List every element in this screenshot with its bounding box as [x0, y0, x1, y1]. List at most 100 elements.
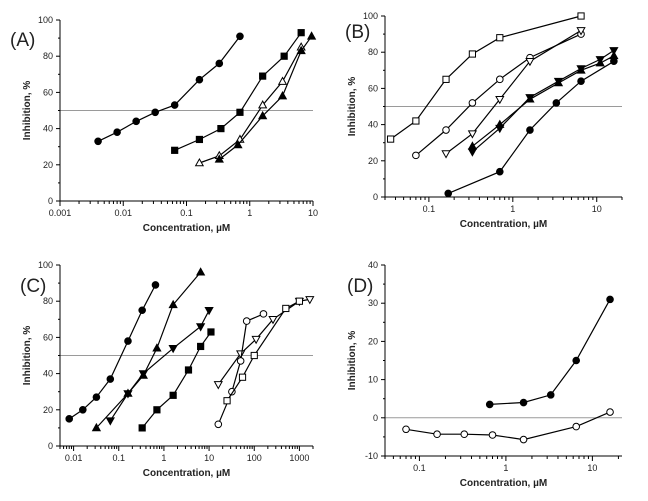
y-tick-label: 0 [48, 196, 53, 206]
y-tick-label: 80 [368, 47, 378, 57]
data-point [260, 311, 267, 318]
series-line [416, 34, 581, 155]
data-point [553, 100, 560, 107]
x-axis-title: Concentration, µM [143, 223, 230, 234]
data-point [243, 318, 250, 325]
data-point [93, 394, 100, 401]
panel-letter: (A) [10, 30, 35, 51]
data-point [573, 357, 580, 364]
data-point [224, 398, 230, 404]
data-point [171, 102, 178, 109]
data-point [607, 409, 614, 416]
data-point [578, 13, 584, 19]
series-line [175, 33, 302, 151]
data-point [172, 147, 178, 153]
series-6 [215, 311, 267, 428]
data-point [237, 33, 244, 40]
y-tick-label: 20 [368, 336, 378, 346]
data-point [497, 35, 503, 41]
series-4 [215, 32, 315, 162]
series-line [218, 314, 263, 424]
y-axis-title: Inhibition, % [22, 81, 33, 141]
x-tick-label: 0.001 [49, 208, 72, 218]
x-tick-label: 0.1 [112, 453, 125, 463]
data-point [607, 296, 614, 303]
data-point [611, 58, 618, 65]
data-point [66, 416, 73, 423]
series-1 [388, 13, 585, 142]
data-point [281, 53, 287, 59]
data-point [139, 307, 146, 314]
y-tick-label: 40 [43, 124, 53, 134]
data-point [486, 401, 493, 408]
data-point [107, 376, 114, 383]
data-point [152, 282, 159, 289]
series-line [110, 310, 209, 420]
data-point [214, 382, 222, 389]
data-point [198, 343, 204, 349]
data-point [196, 136, 202, 142]
x-tick-label: 0.01 [114, 208, 132, 218]
chart-panel-1: (A)0204060801000.001 0.01 0.1 1 10Concentrat… [10, 15, 318, 234]
data-point [139, 425, 145, 431]
data-point [469, 131, 477, 138]
x-tick-label: 10 [204, 453, 214, 463]
data-point [469, 51, 475, 57]
y-tick-label: 60 [43, 87, 53, 97]
x-tick-label: 0.1 [413, 463, 426, 473]
y-tick-label: 80 [43, 296, 53, 306]
x-tick-label: 1000 [289, 453, 309, 463]
data-point [434, 431, 441, 438]
figure: (A)0204060801000.001 0.01 0.1 1 10Concentrat… [0, 0, 648, 501]
series-line [490, 299, 610, 404]
y-tick-label: 20 [368, 156, 378, 166]
data-point [152, 109, 159, 116]
y-tick-label: 100 [363, 11, 378, 21]
y-axis-title: Inhibition, % [347, 77, 358, 137]
panel-letter: (B) [345, 22, 370, 43]
data-point [107, 418, 115, 425]
data-point [489, 432, 496, 439]
y-tick-label: 0 [373, 413, 378, 423]
data-point [208, 329, 214, 335]
y-tick-label: 20 [43, 405, 53, 415]
y-tick-label: 40 [43, 369, 53, 379]
y-tick-label: 30 [368, 298, 378, 308]
series-1 [66, 282, 159, 423]
data-point [218, 126, 224, 132]
series-4 [139, 329, 214, 431]
data-point [215, 421, 222, 428]
chart-panel-2: (B) 0 20 40 60 80 100 0.1 1 10 Concentration, µM In… [345, 11, 622, 230]
y-tick-label: 40 [368, 120, 378, 130]
data-point [185, 367, 191, 373]
series-3 [196, 43, 305, 166]
data-point [308, 32, 316, 39]
data-point [469, 100, 476, 107]
y-tick-label: 60 [368, 83, 378, 93]
y-tick-label: 80 [43, 51, 53, 61]
data-point [216, 60, 223, 67]
data-point [279, 92, 287, 99]
data-point [80, 407, 87, 414]
x-axis-title: Concentration, µM [460, 219, 547, 230]
data-point [279, 78, 287, 85]
y-tick-label: 40 [368, 260, 378, 270]
y-tick-label: 60 [43, 332, 53, 342]
data-point [469, 149, 477, 156]
data-point [578, 78, 585, 85]
y-tick-label: -10 [365, 451, 378, 461]
y-tick-label: 10 [368, 375, 378, 385]
series-2 [403, 409, 614, 443]
y-tick-label: 100 [38, 15, 53, 25]
panel-letter: (C) [20, 276, 46, 297]
data-point [469, 142, 477, 149]
data-point [573, 423, 580, 430]
data-point [461, 431, 468, 438]
data-point [153, 344, 161, 351]
x-tick-label: 0.1 [423, 204, 436, 214]
data-point [283, 305, 289, 311]
chart-panel-3: (C) 0 20 40 60 80 100 0.01 0.1 1 10 100 1000 Concentr… [20, 260, 314, 479]
x-tick-label: 10 [592, 204, 602, 214]
x-tick-label: 1 [247, 208, 252, 218]
data-point [445, 190, 452, 197]
